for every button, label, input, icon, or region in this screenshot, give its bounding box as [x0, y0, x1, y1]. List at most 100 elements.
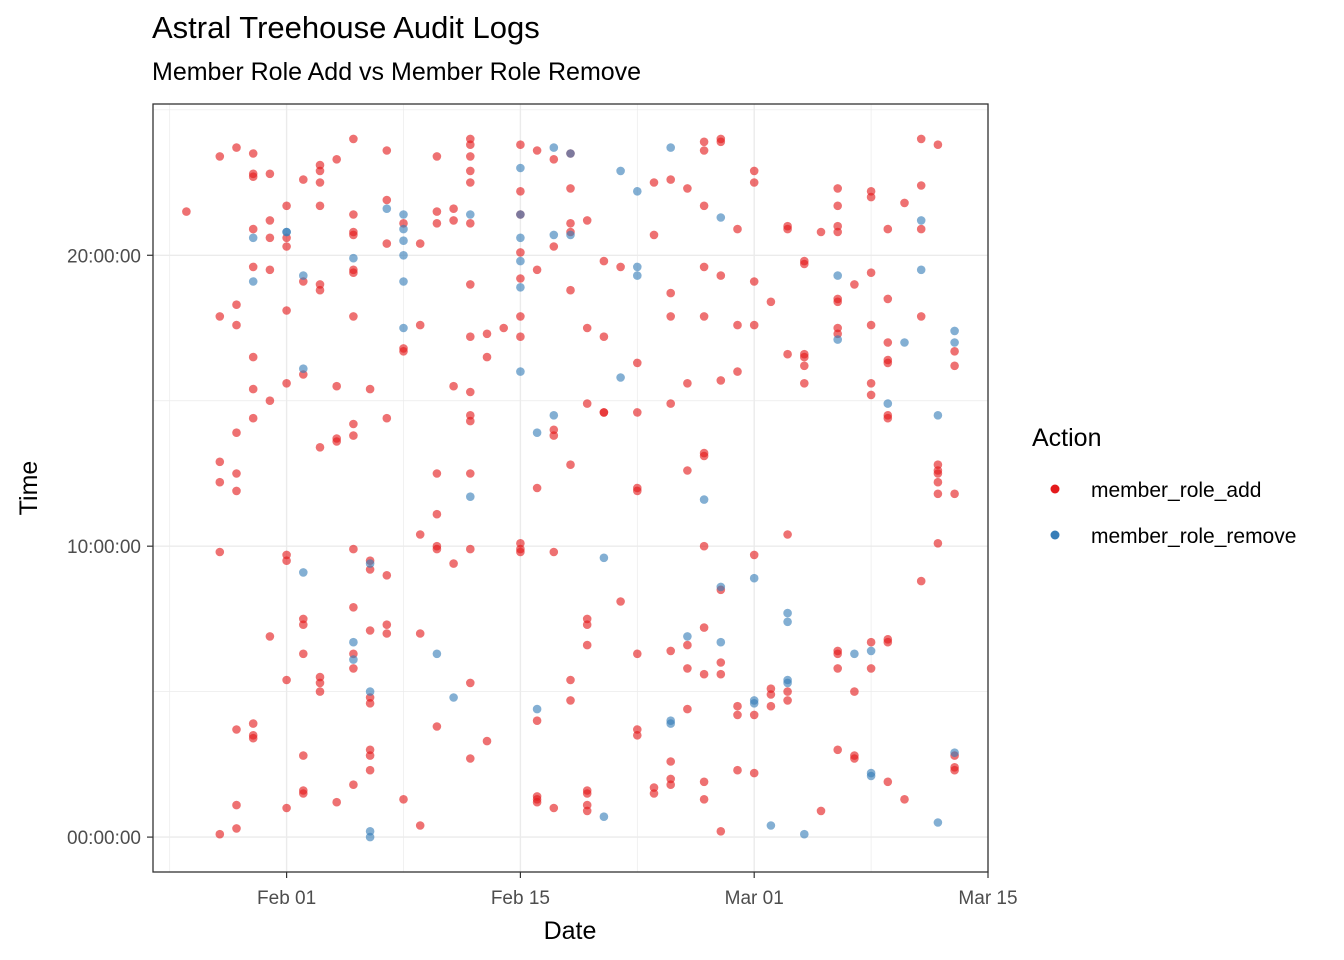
point-member-role-add [683, 704, 692, 714]
point-member-role-add [749, 320, 759, 330]
x-tick-label: Feb 01 [257, 888, 316, 909]
point-member-role-add [282, 379, 291, 388]
point-member-role-add [449, 216, 458, 225]
point-member-role-add [649, 783, 659, 792]
point-member-role-remove [766, 821, 776, 830]
point-member-role-remove [248, 233, 258, 243]
point-member-role-remove [716, 213, 726, 222]
point-member-role-add [566, 696, 575, 705]
point-member-role-remove [883, 399, 893, 408]
point-member-role-add [699, 795, 709, 804]
point-member-role-add [349, 210, 358, 219]
point-member-role-remove [566, 230, 575, 240]
point-member-role-remove [950, 748, 959, 757]
point-member-role-add [666, 288, 675, 298]
point-member-role-remove [549, 411, 559, 420]
point-member-role-add [432, 722, 442, 731]
point-member-role-add [232, 824, 241, 833]
point-member-role-add [382, 571, 392, 580]
point-member-role-add [265, 396, 275, 406]
point-member-role-remove [749, 699, 759, 708]
point-member-role-remove [399, 236, 408, 245]
point-member-role-add [783, 687, 792, 696]
point-member-role-add [683, 466, 692, 475]
point-member-role-add [382, 629, 392, 638]
point-member-role-add [282, 201, 291, 211]
point-member-role-add [349, 268, 358, 278]
point-member-role-add [616, 262, 625, 272]
point-member-role-add [916, 181, 926, 190]
point-member-role-remove [516, 210, 525, 219]
point-member-role-add [699, 262, 709, 272]
point-member-role-add [232, 320, 241, 330]
point-member-role-add [315, 285, 325, 295]
point-member-role-add [516, 248, 525, 257]
point-member-role-add [265, 265, 275, 275]
x-tick-label: Feb 15 [491, 888, 550, 909]
point-member-role-add [800, 379, 809, 388]
point-member-role-add [265, 233, 275, 243]
point-member-role-add [315, 443, 325, 452]
point-member-role-add [783, 224, 792, 234]
point-member-role-add [699, 137, 709, 147]
point-member-role-add [883, 338, 893, 347]
point-member-role-add [599, 256, 609, 266]
point-member-role-remove [933, 411, 943, 420]
point-member-role-add [349, 312, 358, 321]
point-member-role-add [866, 390, 876, 400]
point-member-role-add [232, 725, 241, 734]
legend-key-member-role-add [1050, 484, 1060, 494]
point-member-role-add [449, 559, 458, 568]
point-member-role-add [616, 597, 625, 606]
point-member-role-add [699, 201, 709, 211]
point-member-role-add [382, 239, 392, 248]
point-member-role-add [649, 178, 659, 187]
point-member-role-add [365, 751, 375, 760]
point-member-role-add [282, 556, 291, 565]
point-member-role-remove [616, 373, 625, 382]
point-member-role-add [850, 754, 859, 763]
point-member-role-remove [549, 143, 559, 152]
point-member-role-add [415, 530, 425, 539]
point-member-role-remove [399, 323, 408, 333]
point-member-role-add [248, 384, 258, 394]
point-member-role-add [749, 277, 759, 286]
point-member-role-add [482, 736, 492, 746]
x-tick-label: Mar 01 [725, 888, 784, 909]
point-member-role-remove [783, 617, 792, 627]
point-member-role-add [248, 262, 258, 272]
point-member-role-add [900, 795, 909, 804]
point-member-role-add [850, 280, 859, 289]
point-member-role-add [933, 489, 943, 499]
point-member-role-add [466, 178, 475, 187]
point-member-role-add [248, 224, 258, 234]
chart-subtitle: Member Role Add vs Member Role Remove [152, 58, 642, 86]
point-member-role-remove [532, 704, 542, 714]
point-member-role-add [299, 789, 308, 798]
point-member-role-add [633, 486, 642, 496]
point-member-role-add [265, 632, 275, 641]
point-member-role-add [215, 312, 225, 321]
point-member-role-add [950, 347, 959, 356]
point-member-role-add [716, 658, 726, 667]
point-member-role-remove [382, 204, 392, 213]
point-member-role-add [633, 358, 642, 368]
point-member-role-add [499, 323, 509, 333]
point-member-role-add [315, 166, 325, 176]
point-member-role-add [415, 239, 425, 248]
point-member-role-add [666, 175, 675, 184]
point-member-role-add [415, 629, 425, 638]
point-member-role-add [282, 803, 291, 813]
point-member-role-remove [783, 608, 792, 618]
point-member-role-add [349, 603, 358, 612]
point-member-role-add [916, 576, 926, 586]
point-member-role-add [582, 216, 592, 225]
point-member-role-add [432, 152, 442, 161]
point-member-role-add [749, 550, 759, 560]
point-member-role-add [382, 413, 392, 423]
point-member-role-add [466, 469, 475, 478]
point-member-role-remove [432, 649, 442, 659]
point-member-role-add [850, 687, 859, 696]
point-member-role-add [649, 230, 659, 240]
y-tick-label: 10:00:00 [67, 537, 141, 558]
